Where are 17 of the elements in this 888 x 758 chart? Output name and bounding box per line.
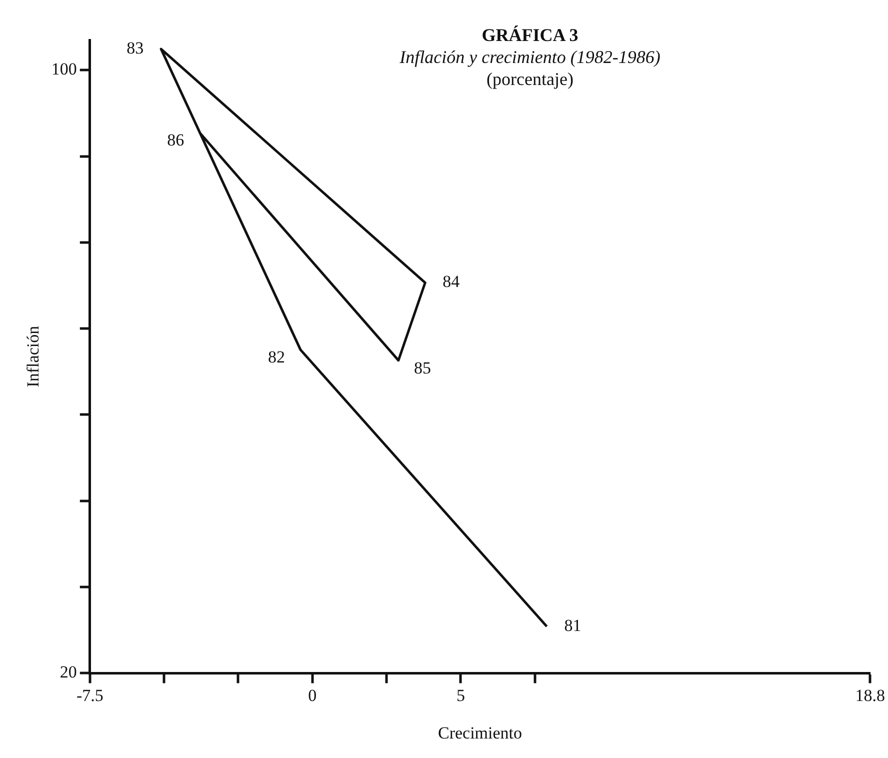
chart-subtitle: Inflación y crecimiento (1982-1986) [398, 46, 662, 68]
y-tick-label: 20 [60, 662, 77, 682]
x-axis-title: Crecimiento [438, 723, 522, 742]
annotation: 81 [564, 616, 582, 635]
x-tick-label: -7.5 [76, 686, 104, 705]
annotation: 84 [442, 272, 460, 292]
annotation: (porcentaje) [486, 68, 574, 90]
annotation: 83 [126, 38, 144, 58]
x-tick-label: 5 [456, 686, 465, 705]
y-tick-label: 100 [51, 60, 77, 79]
annotation: 86 [167, 130, 184, 150]
chart-title: GRÁFICA 3 [480, 24, 580, 46]
x-tick-label: 18.8 [855, 686, 885, 705]
annotation: 85 [414, 358, 431, 378]
y-axis-title: Inflación [24, 325, 43, 388]
annotation: 82 [268, 348, 286, 367]
x-tick-label: 0 [308, 686, 317, 705]
